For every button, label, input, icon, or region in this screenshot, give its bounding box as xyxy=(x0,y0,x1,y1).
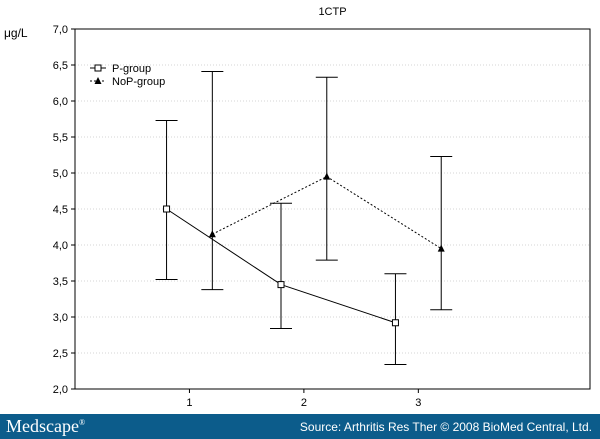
data-point xyxy=(277,281,285,289)
brand-mark: ® xyxy=(78,418,86,427)
data-point xyxy=(437,244,445,252)
chart-plot: 1CTP μg/L 2,0 2,5 3,0 3,5 4,0 4,5 5,0 5,5 6,0 6,5 7,… xyxy=(4,6,591,409)
legend-marker xyxy=(94,64,102,72)
y-tick-label: 6,0 xyxy=(53,96,68,108)
data-point xyxy=(323,172,331,180)
data-point xyxy=(391,319,399,327)
y-tick-label: 7,0 xyxy=(53,24,68,36)
footer-bar: Medscape® Source: Arthritis Res Ther © 2… xyxy=(0,414,600,439)
source-credit: Source: Arthritis Res Ther © 2008 BioMed… xyxy=(299,420,592,434)
legend-marker xyxy=(94,77,102,84)
y-tick-label: 5,5 xyxy=(53,132,68,144)
chart-title: 1CTP xyxy=(318,6,346,18)
data-point xyxy=(163,205,171,213)
plot-frame xyxy=(74,28,591,390)
data-point xyxy=(208,230,216,238)
y-tick-label: 2,5 xyxy=(53,348,68,360)
y-tick-label: 5,0 xyxy=(53,168,68,180)
x-tick-label: 1 xyxy=(186,397,192,409)
y-tick-label: 4,0 xyxy=(53,240,68,252)
y-tick-label: 6,5 xyxy=(53,60,68,72)
y-tick-label: 2,0 xyxy=(53,384,68,396)
legend-label: NoP-group xyxy=(112,76,165,88)
medscape-logo: Medscape® xyxy=(6,416,85,437)
y-axis-label: μg/L xyxy=(4,26,28,40)
x-tick-label: 3 xyxy=(415,397,421,409)
legend-label: P-group xyxy=(112,63,151,75)
y-tick-label: 4,5 xyxy=(53,204,68,216)
x-tick-label: 2 xyxy=(301,397,307,409)
y-tick-label: 3,0 xyxy=(53,312,68,324)
brand-name: Medscape xyxy=(6,416,79,436)
y-tick-label: 3,5 xyxy=(53,276,68,288)
